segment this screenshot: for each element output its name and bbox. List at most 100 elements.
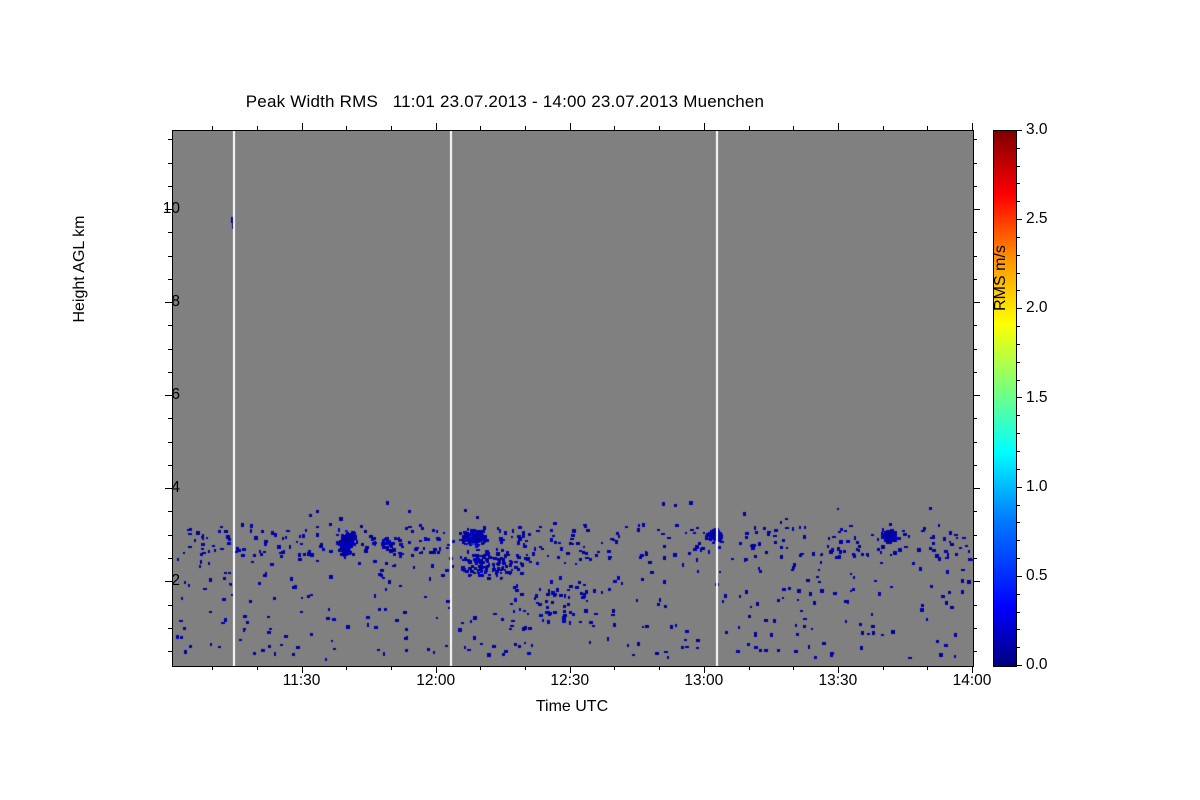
y-tick-right [973,605,977,606]
x-tick-minor [480,666,481,670]
x-tick-top [749,126,750,130]
y-tick-minor [168,535,172,536]
y-tick-minor [168,349,172,350]
y-tick-right [973,465,977,466]
colorbar-tick-minor [1016,522,1020,523]
x-tick-top [570,123,571,130]
y-tick-minor [168,442,172,443]
y-tick-minor [168,256,172,257]
y-tick-right [973,163,977,164]
x-tick-minor [391,666,392,670]
x-tick-label: 13:00 [684,672,724,689]
x-tick-top [212,126,213,130]
x-tick-top [525,126,526,130]
x-tick-minor [793,666,794,670]
colorbar-tick-minor [1016,255,1020,256]
colorbar-tick-minor [1016,201,1020,202]
y-tick-right [973,488,980,489]
y-tick-label: 10 [162,200,180,218]
y-tick-right [973,186,977,187]
x-tick-label: 11:30 [282,672,321,689]
colorbar-tick-minor [1016,469,1020,470]
colorbar-tick-minor [1016,380,1020,381]
x-tick-label: 14:00 [952,672,992,689]
colorbar-tick-minor [1016,433,1020,434]
plot-area [172,130,974,667]
y-axis-label: Height AGL km [71,215,88,323]
colorbar-tick-minor [1016,540,1020,541]
x-tick-top [793,126,794,130]
y-tick-right [973,442,977,443]
y-tick-right [973,418,977,419]
colorbar-tick-minor [1016,237,1020,238]
y-tick-right [973,279,977,280]
colorbar-tick-major [1016,397,1022,398]
y-tick-right [973,511,977,512]
y-tick-label: 2 [171,572,180,590]
colorbar-tick-minor [1016,558,1020,559]
colorbar-gradient [993,130,1017,667]
x-tick-minor [257,666,258,670]
y-tick-minor [168,232,172,233]
colorbar-tick-label: 0.5 [1026,566,1048,584]
x-tick-top [346,126,347,130]
x-tick-minor [749,666,750,670]
y-tick-minor [168,418,172,419]
y-tick-major [165,302,172,303]
x-tick-top [972,123,973,130]
colorbar-tick-minor [1016,647,1020,648]
x-tick-minor [614,666,615,670]
y-tick-major [165,581,172,582]
colorbar-tick-major [1016,576,1022,577]
colorbar [993,130,1017,667]
colorbar-tick-label: 3.0 [1026,121,1048,138]
y-tick-minor [168,558,172,559]
x-tick-top [391,126,392,130]
colorbar-tick-label: 1.5 [1026,388,1048,406]
colorbar-tick-minor [1016,505,1020,506]
colorbar-tick-minor [1016,273,1020,274]
colorbar-tick-minor [1016,290,1020,291]
x-tick-label: 12:00 [416,672,456,689]
y-tick-minor [168,372,172,373]
colorbar-tick-major [1016,487,1022,488]
x-tick-top [257,126,258,130]
x-tick-minor [659,666,660,670]
y-tick-minor [168,465,172,466]
x-tick-minor [927,666,928,670]
colorbar-tick-minor [1016,629,1020,630]
x-tick-major [972,666,973,673]
x-tick-major [436,666,437,673]
y-tick-major [165,488,172,489]
y-tick-minor [168,628,172,629]
y-tick-right [973,325,977,326]
colorbar-tick-label: 0.0 [1026,656,1048,673]
y-tick-minor [168,511,172,512]
colorbar-tick-label: 1.0 [1026,477,1048,495]
y-tick-right [973,139,977,140]
y-tick-minor [168,325,172,326]
y-tick-major [165,209,172,210]
y-tick-right [973,372,977,373]
colorbar-tick-label: 2.5 [1026,210,1048,228]
colorbar-tick-minor [1016,326,1020,327]
y-tick-minor [168,186,172,187]
y-tick-right [973,581,980,582]
chart-title: Peak Width RMS 11:01 23.07.2013 - 14:00 … [245,92,765,111]
x-tick-label: 13:30 [818,672,858,689]
colorbar-tick-label: 2.0 [1026,299,1048,317]
x-tick-major [302,666,303,673]
x-tick-top [659,126,660,130]
y-tick-right [973,256,977,257]
colorbar-tick-major [1016,308,1022,309]
x-tick-top [927,126,928,130]
y-tick-minor [168,163,172,164]
colorbar-tick-minor [1016,166,1020,167]
x-tick-top [704,123,705,130]
x-tick-minor [883,666,884,670]
x-tick-top [436,123,437,130]
colorbar-tick-minor [1016,344,1020,345]
data-canvas [173,131,973,666]
y-tick-right [973,349,977,350]
y-tick-right [973,558,977,559]
